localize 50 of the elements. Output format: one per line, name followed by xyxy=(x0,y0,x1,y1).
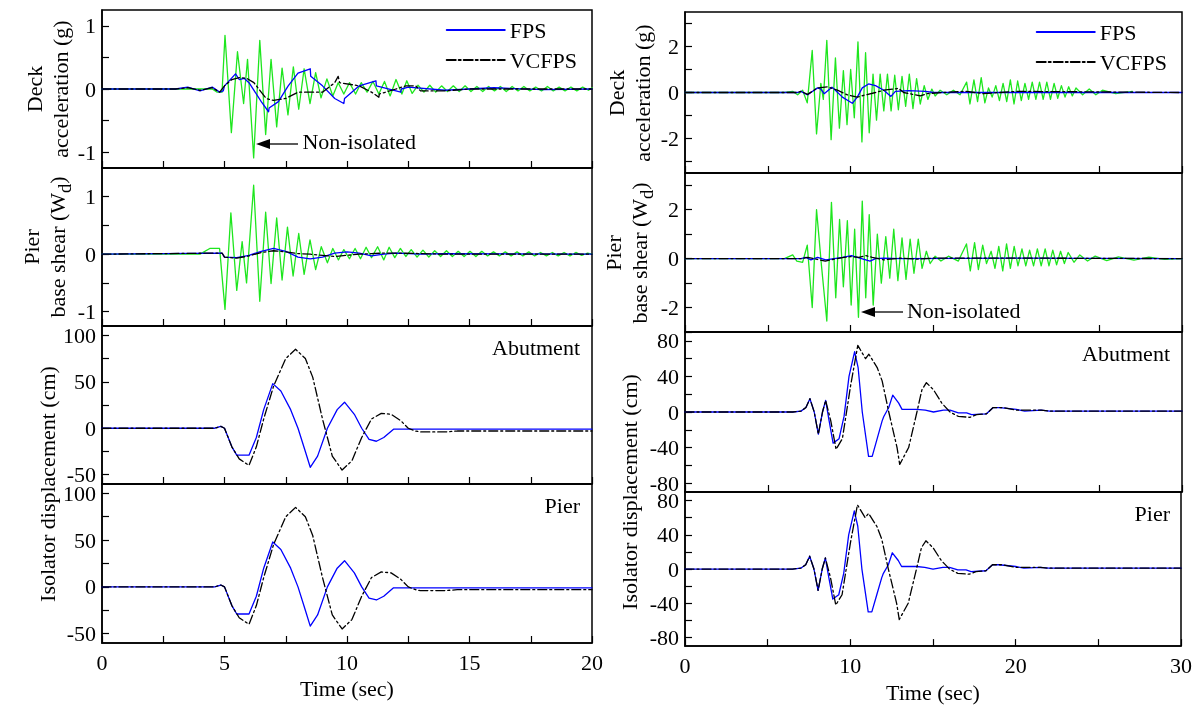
y-tick-label: -80 xyxy=(649,625,679,651)
x-tick-label: 30 xyxy=(1170,652,1192,678)
x-tick-label: 5 xyxy=(219,649,230,675)
y-tick-label: 0 xyxy=(668,80,679,105)
y-axis-title: Deck acceleration (g) xyxy=(21,20,74,158)
x-axis-title: Time (sec) xyxy=(886,679,980,705)
x-tick-label: 10 xyxy=(336,649,358,675)
annotation: Abutment xyxy=(1082,340,1171,366)
x-tick-label: 20 xyxy=(1004,652,1027,678)
x-tick-label: 10 xyxy=(839,652,862,678)
y-tick-label: -50 xyxy=(66,462,96,488)
annotation: Pier xyxy=(1134,500,1171,526)
y-tick-label: -2 xyxy=(660,126,679,151)
y-tick-label: 50 xyxy=(74,527,96,553)
y-axis-title: Isolator displacement (cm) xyxy=(34,366,61,602)
y-tick-label: 2 xyxy=(668,34,679,59)
annotation: Non-isolated xyxy=(906,297,1021,323)
y-tick-label: 40 xyxy=(657,363,679,389)
y-tick-label: 0 xyxy=(668,246,679,272)
y-tick-label: -1 xyxy=(77,139,96,165)
legend-label: VCFPS xyxy=(1099,49,1168,75)
y-tick-label: 0 xyxy=(668,399,679,425)
y-tick-label: 0 xyxy=(668,556,679,582)
y-tick-label: 50 xyxy=(74,369,96,395)
y-tick-label: 0 xyxy=(85,415,96,441)
y-tick-label: 0 xyxy=(85,76,96,102)
y-axis-title: Deck acceleration (g) xyxy=(603,23,656,162)
y-tick-label: 0 xyxy=(85,241,96,267)
legend-label: FPS xyxy=(509,17,547,43)
y-tick-label: 1 xyxy=(85,13,96,39)
y-tick-label: 0 xyxy=(85,574,96,600)
y-tick-label: 80 xyxy=(657,328,679,354)
y-tick-label: 40 xyxy=(657,522,679,548)
y-tick-label: -40 xyxy=(649,435,679,461)
y-tick-label: 100 xyxy=(63,322,96,348)
annotation: Pier xyxy=(544,492,581,518)
x-tick-label: 15 xyxy=(458,649,481,675)
x-tick-label: 20 xyxy=(581,649,603,675)
y-tick-label: -40 xyxy=(649,590,679,616)
y-tick-label: 2 xyxy=(668,197,679,223)
annotation: Abutment xyxy=(492,334,581,360)
x-axis-title: Time (sec) xyxy=(300,676,394,702)
y-tick-label: -50 xyxy=(66,621,96,647)
y-axis-title: Isolator displacement (cm) xyxy=(616,374,643,610)
y-tick-label: 1 xyxy=(85,184,96,210)
annotation: Non-isolated xyxy=(302,129,417,155)
y-tick-label: -1 xyxy=(77,299,96,325)
legend-label: FPS xyxy=(1099,19,1137,45)
y-tick-label: -2 xyxy=(660,295,679,321)
legend-label: VCFPS xyxy=(509,47,578,73)
